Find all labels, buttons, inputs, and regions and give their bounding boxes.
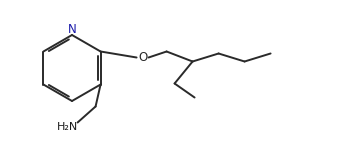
Text: H₂N: H₂N <box>57 122 78 132</box>
Text: O: O <box>138 51 147 64</box>
Text: N: N <box>68 22 76 36</box>
